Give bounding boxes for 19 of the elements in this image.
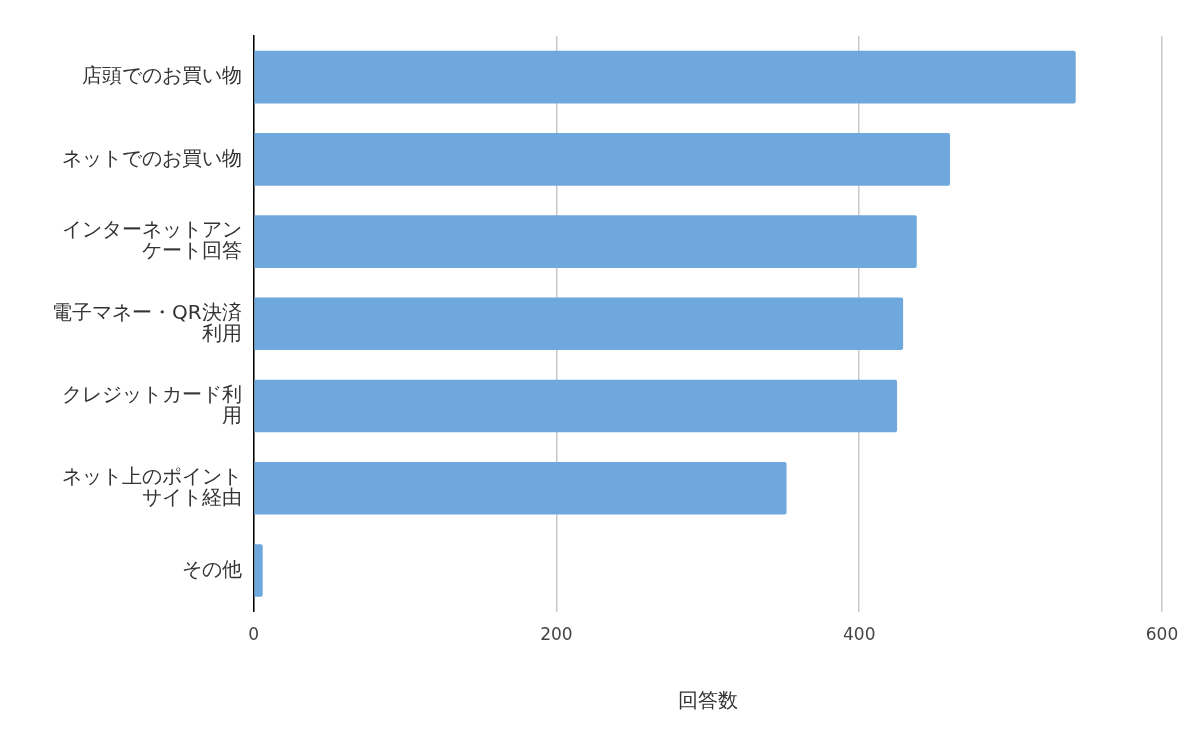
x-tick-label: 400	[842, 624, 876, 645]
y-tick-label: その他	[181, 556, 242, 581]
x-axis-title: 回答数	[677, 688, 738, 713]
y-tick-label: ネット上のポイントサイト経由	[61, 463, 242, 509]
bar	[254, 379, 898, 433]
bar	[254, 544, 263, 597]
bar	[254, 297, 904, 351]
y-tick-label: 店頭でのお買い物	[81, 63, 242, 88]
bar	[254, 133, 951, 186]
y-tick-label: クレジットカード利用	[61, 381, 242, 427]
y-tick-label: 電子マネー・QR決済利用	[52, 299, 242, 345]
x-tick-label: 600	[1145, 624, 1179, 645]
bar	[254, 461, 787, 515]
bar	[254, 50, 1076, 104]
y-tick-label: インターネットアンケート回答	[61, 217, 242, 263]
x-tick-label: 200	[540, 624, 573, 645]
x-tick-label: 0	[248, 624, 260, 645]
y-tick-label: ネットでのお買い物	[61, 145, 242, 170]
bar	[254, 215, 917, 268]
